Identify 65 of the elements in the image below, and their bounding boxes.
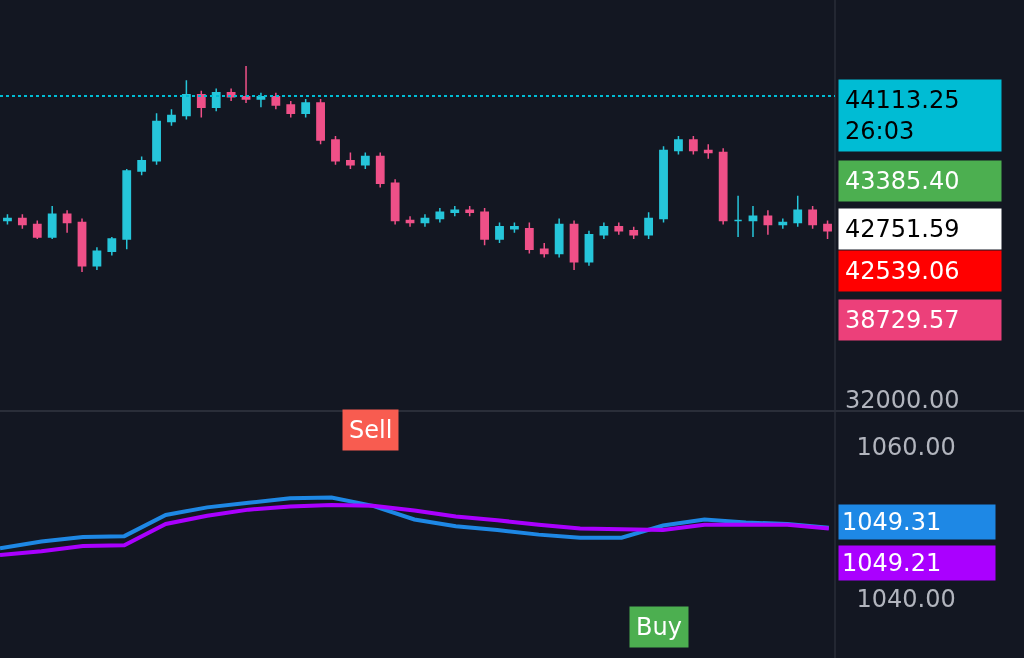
candlestick	[793, 194, 803, 228]
candlestick	[286, 100, 296, 119]
candlestick	[420, 213, 430, 228]
candlestick	[122, 168, 132, 251]
candlestick	[763, 209, 773, 236]
candlestick	[77, 217, 87, 273]
candlestick	[629, 225, 639, 240]
text: 42751.59	[845, 215, 960, 243]
candlestick	[107, 236, 117, 257]
candlestick	[211, 87, 221, 113]
candlestick	[137, 155, 147, 176]
candlestick	[405, 215, 415, 228]
data-label: 1049.31	[842, 508, 942, 536]
candlestick	[599, 221, 609, 240]
annotation: Sell	[349, 416, 393, 444]
candlestick	[256, 91, 266, 108]
candlestick	[569, 219, 579, 271]
candlestick	[450, 205, 460, 218]
candlestick	[47, 205, 57, 240]
candlestick	[435, 207, 445, 224]
candlestick	[301, 98, 311, 119]
candlestick	[539, 242, 549, 259]
line-series	[0, 503, 831, 558]
annotation: Buy	[636, 613, 682, 641]
candlestick	[152, 112, 161, 166]
candlestick	[808, 205, 818, 230]
candlestick	[316, 98, 325, 145]
candlestick	[181, 79, 191, 121]
candlestick	[733, 194, 743, 238]
candlestick	[659, 145, 668, 224]
text: 38729.57	[845, 306, 960, 334]
text: 43385.40	[845, 167, 960, 195]
candlestick	[331, 135, 340, 166]
candlestick	[92, 246, 102, 271]
candlestick	[614, 221, 624, 236]
candlestick	[465, 205, 475, 218]
candlestick	[271, 91, 281, 110]
candlestick	[584, 230, 594, 267]
candlestick	[823, 219, 832, 240]
y-tick-label: 1040.00	[856, 584, 956, 613]
candlestick	[360, 151, 370, 170]
candlestick	[32, 219, 42, 240]
candlestick	[644, 211, 654, 240]
annotation: 32000.00	[845, 386, 960, 414]
candlestick	[554, 217, 564, 259]
candlestick	[524, 221, 534, 255]
candlestick	[346, 151, 355, 170]
candlestick	[718, 147, 728, 226]
candlestick	[748, 205, 758, 238]
candlestick	[688, 135, 698, 156]
candlestick	[196, 89, 206, 119]
candlestick	[375, 151, 385, 189]
text: 42539.06	[845, 257, 960, 285]
candlestick	[62, 209, 72, 234]
data-label: 1049.21	[842, 549, 942, 577]
candlestick	[778, 217, 788, 230]
candlestick	[17, 213, 27, 230]
candlestick	[390, 178, 400, 226]
candlestick	[241, 65, 251, 104]
candlestick	[167, 108, 176, 127]
candlestick	[674, 135, 683, 156]
candlestick	[495, 221, 504, 244]
text: 44113.25 26:03	[845, 86, 960, 146]
candlestick	[480, 207, 489, 246]
y-tick-label: 1060.00	[856, 433, 956, 462]
